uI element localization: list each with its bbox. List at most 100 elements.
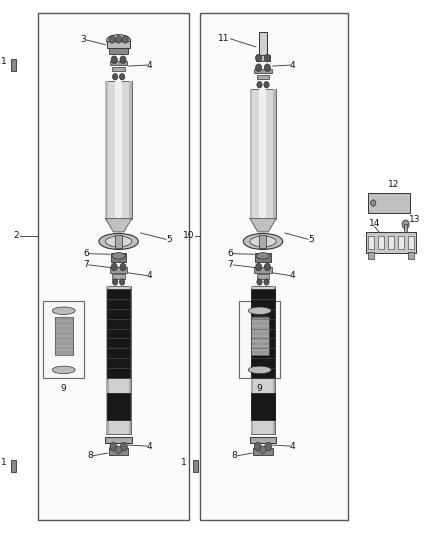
Bar bbox=[250, 437, 276, 443]
Text: 2: 2 bbox=[13, 231, 19, 240]
Bar bbox=[388, 236, 394, 249]
Text: 8: 8 bbox=[87, 451, 93, 460]
Bar bbox=[106, 286, 131, 434]
Text: 1: 1 bbox=[1, 57, 7, 66]
Bar bbox=[368, 193, 410, 213]
Circle shape bbox=[255, 64, 261, 71]
Ellipse shape bbox=[52, 366, 75, 374]
Text: 9: 9 bbox=[257, 384, 263, 392]
Circle shape bbox=[120, 279, 125, 285]
Bar bbox=[366, 232, 416, 253]
Polygon shape bbox=[106, 219, 132, 232]
Circle shape bbox=[264, 54, 270, 62]
Circle shape bbox=[264, 82, 269, 88]
Circle shape bbox=[113, 74, 118, 80]
Ellipse shape bbox=[112, 253, 125, 259]
Text: 1: 1 bbox=[1, 458, 7, 466]
Text: 4: 4 bbox=[146, 442, 152, 450]
Bar bbox=[251, 289, 275, 378]
Ellipse shape bbox=[106, 35, 131, 46]
Text: 11: 11 bbox=[218, 35, 230, 43]
Bar bbox=[256, 55, 270, 61]
Circle shape bbox=[111, 263, 117, 271]
Bar bbox=[259, 235, 266, 248]
Text: 1: 1 bbox=[181, 458, 187, 466]
Bar bbox=[250, 89, 276, 219]
Bar bbox=[129, 286, 131, 434]
Bar bbox=[113, 274, 125, 279]
Text: 4: 4 bbox=[146, 271, 152, 280]
Bar bbox=[107, 41, 131, 48]
Bar bbox=[251, 393, 275, 419]
Circle shape bbox=[257, 279, 262, 285]
Bar bbox=[408, 236, 414, 249]
Text: 6: 6 bbox=[83, 249, 88, 258]
Bar bbox=[254, 69, 272, 73]
Bar bbox=[107, 289, 131, 378]
Bar bbox=[106, 81, 108, 219]
Bar bbox=[43, 301, 85, 378]
Circle shape bbox=[116, 446, 122, 454]
Circle shape bbox=[120, 263, 126, 271]
Circle shape bbox=[402, 220, 409, 229]
Circle shape bbox=[264, 64, 270, 71]
Bar bbox=[257, 75, 269, 79]
Bar bbox=[11, 460, 16, 472]
Bar bbox=[398, 236, 404, 249]
Circle shape bbox=[371, 200, 376, 206]
Bar bbox=[259, 89, 266, 219]
Text: 14: 14 bbox=[369, 220, 380, 228]
Text: 7: 7 bbox=[227, 261, 233, 269]
Bar bbox=[408, 252, 414, 259]
Circle shape bbox=[110, 442, 117, 451]
Text: 4: 4 bbox=[146, 61, 152, 69]
Bar bbox=[193, 460, 198, 472]
Bar bbox=[257, 274, 269, 279]
Bar bbox=[115, 235, 122, 248]
Bar bbox=[11, 59, 16, 71]
Circle shape bbox=[260, 446, 266, 454]
Circle shape bbox=[113, 279, 118, 285]
Text: 13: 13 bbox=[409, 215, 420, 223]
Text: 4: 4 bbox=[290, 271, 296, 280]
Bar bbox=[129, 81, 132, 219]
Circle shape bbox=[109, 36, 115, 43]
Bar bbox=[110, 267, 127, 273]
Bar bbox=[113, 67, 125, 71]
Bar bbox=[368, 252, 374, 259]
Bar bbox=[273, 89, 276, 219]
Circle shape bbox=[122, 36, 128, 43]
Circle shape bbox=[120, 56, 126, 63]
Ellipse shape bbox=[256, 253, 269, 259]
Circle shape bbox=[255, 54, 261, 62]
Bar bbox=[106, 437, 132, 443]
Bar bbox=[368, 236, 374, 249]
Ellipse shape bbox=[106, 236, 132, 247]
Bar bbox=[251, 286, 253, 434]
Bar bbox=[111, 253, 127, 262]
Text: 8: 8 bbox=[232, 451, 237, 460]
Bar bbox=[38, 13, 189, 520]
Bar bbox=[253, 448, 272, 455]
Circle shape bbox=[111, 56, 117, 63]
Bar bbox=[273, 286, 275, 434]
Bar bbox=[239, 301, 280, 378]
Circle shape bbox=[120, 74, 125, 80]
Bar bbox=[255, 253, 271, 262]
Bar bbox=[109, 448, 128, 455]
Ellipse shape bbox=[52, 307, 75, 314]
Bar bbox=[107, 393, 131, 419]
Bar bbox=[110, 61, 127, 65]
Circle shape bbox=[255, 263, 261, 271]
Bar bbox=[109, 48, 128, 54]
Bar bbox=[251, 317, 269, 356]
Ellipse shape bbox=[248, 366, 271, 374]
Text: 10: 10 bbox=[183, 231, 195, 240]
Ellipse shape bbox=[99, 233, 138, 249]
Bar bbox=[258, 32, 267, 56]
Circle shape bbox=[254, 442, 261, 451]
Bar bbox=[106, 81, 132, 219]
Ellipse shape bbox=[250, 236, 276, 247]
Text: 6: 6 bbox=[227, 249, 233, 258]
Circle shape bbox=[264, 279, 269, 285]
